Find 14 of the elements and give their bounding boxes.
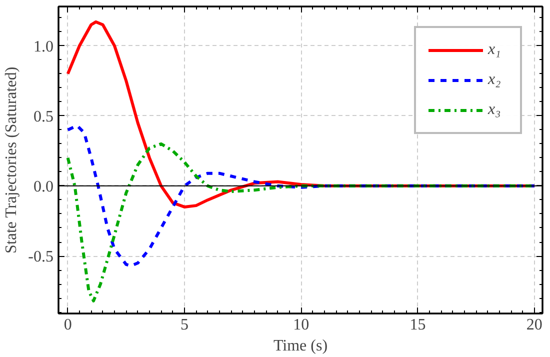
legend-label: x₁ xyxy=(488,41,502,59)
x-tick-label: 15 xyxy=(410,316,426,334)
y-tick-label: 1.0 xyxy=(34,38,54,56)
y-axis-title: State Trajectories (Saturated) xyxy=(3,66,20,254)
x-tick-label: 20 xyxy=(526,316,542,334)
x-axis-title: Time (s) xyxy=(273,338,328,354)
x-tick-label: 10 xyxy=(293,316,310,334)
y-tick-label: 0.0 xyxy=(34,178,54,196)
legend-label: x₂ xyxy=(488,71,502,89)
legend-label: x₃ xyxy=(488,101,502,119)
y-tick-label: -0.5 xyxy=(28,248,54,266)
x-tick-label: 5 xyxy=(180,316,188,334)
x-tick-label: 0 xyxy=(64,316,72,334)
y-tick-label: 0.5 xyxy=(34,108,54,126)
